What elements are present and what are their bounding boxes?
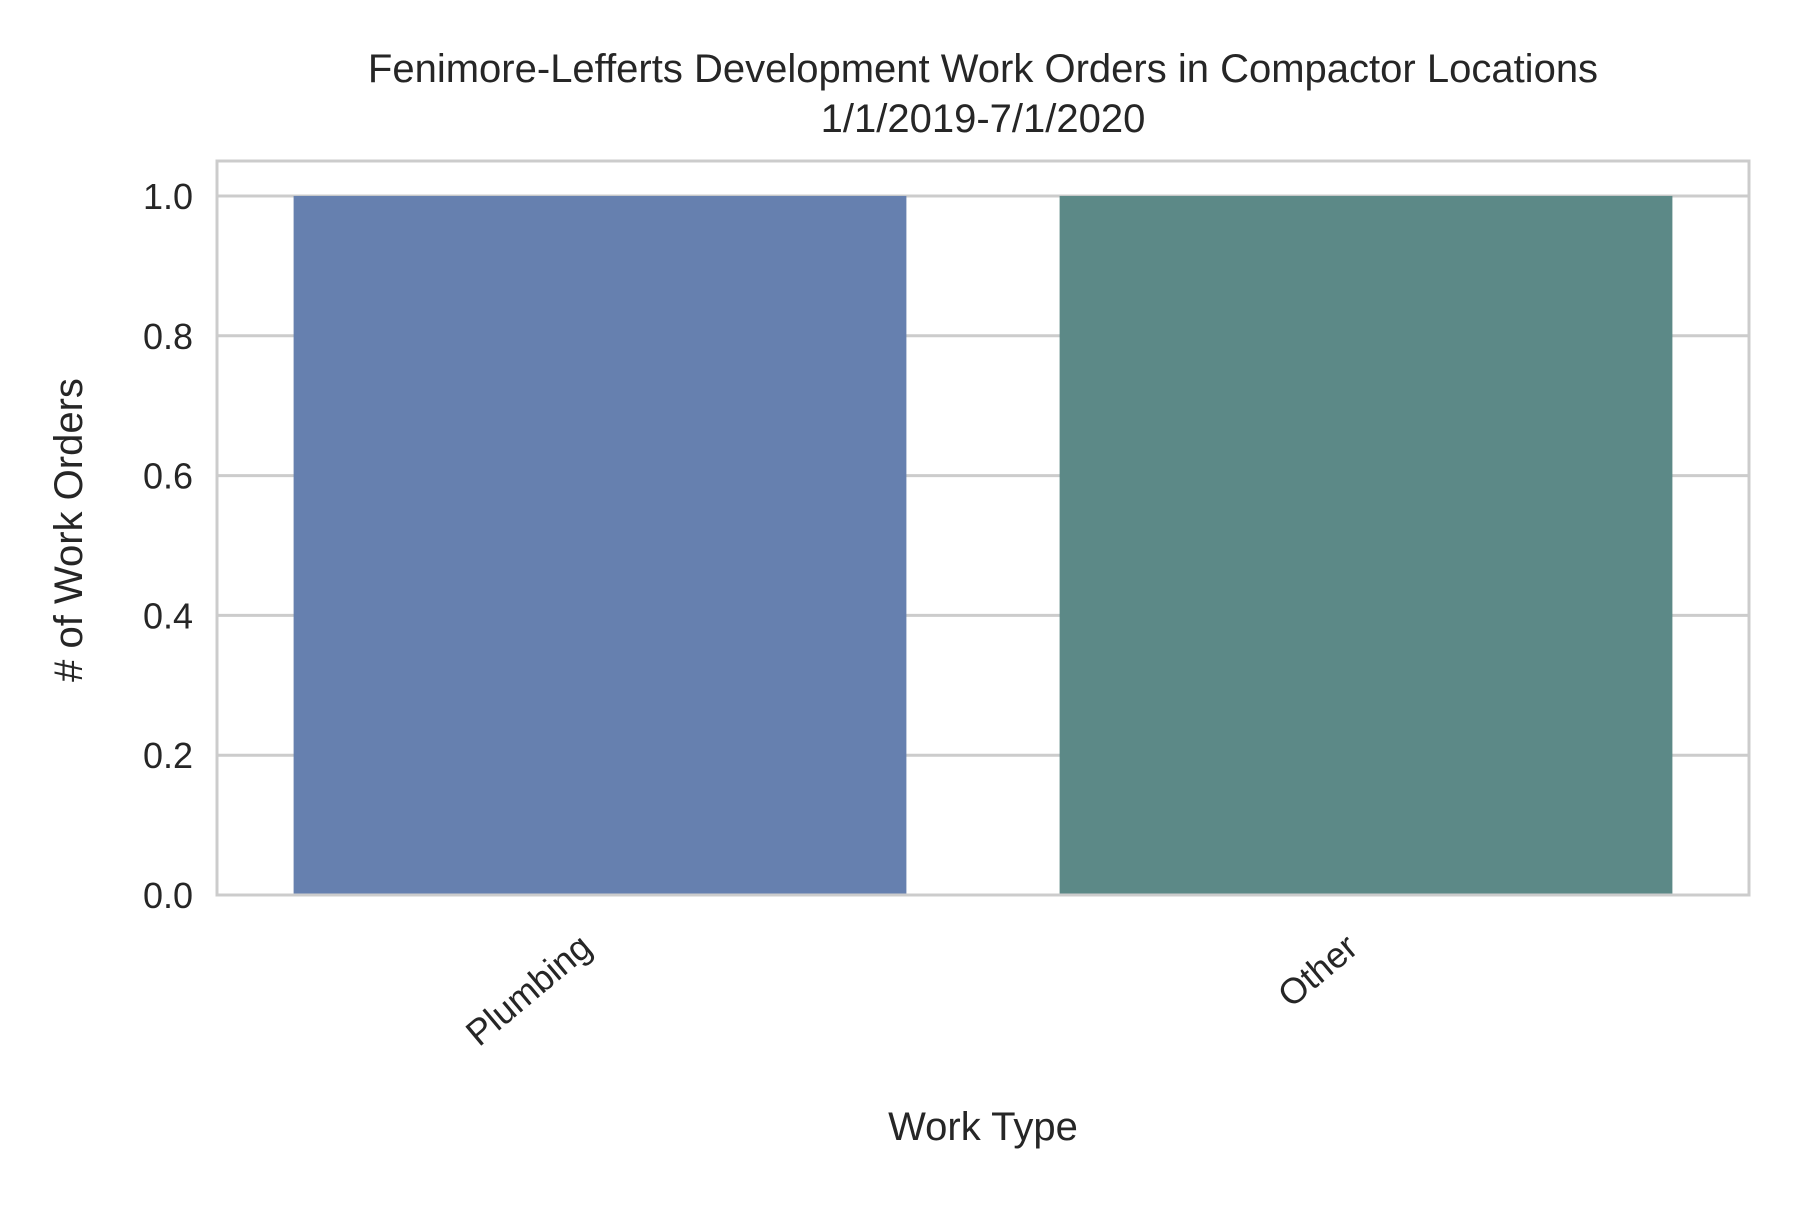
bars xyxy=(293,195,1673,895)
y-tick-label-2: 0.4 xyxy=(143,595,193,636)
x-axis-label: Work Type xyxy=(888,1105,1078,1149)
y-tick-label-1: 0.2 xyxy=(143,735,193,776)
y-tick-label-4: 0.8 xyxy=(143,316,193,357)
y-tick-labels: 0.0 0.2 0.4 0.6 0.8 1.0 xyxy=(143,176,193,916)
plot-frame xyxy=(215,159,1751,897)
bar-other xyxy=(1059,195,1673,895)
y-tick-label-3: 0.6 xyxy=(143,456,193,497)
chart-title-line-1: Fenimore-Lefferts Development Work Order… xyxy=(368,47,1598,91)
plot-spines xyxy=(215,159,1751,897)
y-axis-label: # of Work Orders xyxy=(47,378,91,682)
y-tick-label-0: 0.0 xyxy=(143,875,193,916)
chart-title-line-2: 1/1/2019-7/1/2020 xyxy=(821,97,1146,141)
bar-plumbing xyxy=(293,195,907,895)
y-tick-label-5: 1.0 xyxy=(143,176,193,217)
